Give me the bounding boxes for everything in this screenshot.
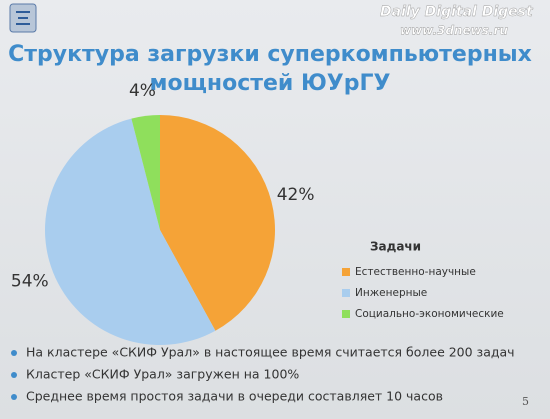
legend-swatch: [342, 268, 350, 276]
legend-swatch: [342, 310, 350, 318]
page-number: 5: [522, 395, 529, 408]
watermark: Daily Digital Digest: [380, 4, 534, 20]
logo: [9, 3, 37, 33]
legend-label: Естественно-научные: [355, 266, 476, 278]
bullet-text: На кластере «СКИФ Урал» в настоящее врем…: [26, 345, 515, 360]
chart-title: Структура загрузки суперкомпьютерных: [8, 42, 532, 67]
bullet-text: Кластер «СКИФ Урал» загружен на 100%: [26, 367, 299, 382]
legend-swatch: [342, 289, 350, 297]
pie-slice: [44, 118, 216, 346]
pie-slice: [131, 115, 160, 230]
watermark: www.3dnews.ru: [400, 24, 508, 38]
bullet-text: Среднее время простоя задачи в очереди с…: [26, 389, 443, 404]
value-label: 54%: [11, 272, 49, 292]
pie-slice: [160, 115, 275, 331]
legend-label: Инженерные: [355, 287, 427, 299]
value-label: 42%: [277, 185, 315, 205]
value-label: 4%: [129, 81, 156, 101]
legend-label: Социально-экономические: [355, 308, 504, 320]
chart-title: мощностей ЮУрГУ: [149, 71, 390, 96]
legend-title: Задачи: [370, 240, 421, 254]
bullets: [11, 350, 17, 400]
